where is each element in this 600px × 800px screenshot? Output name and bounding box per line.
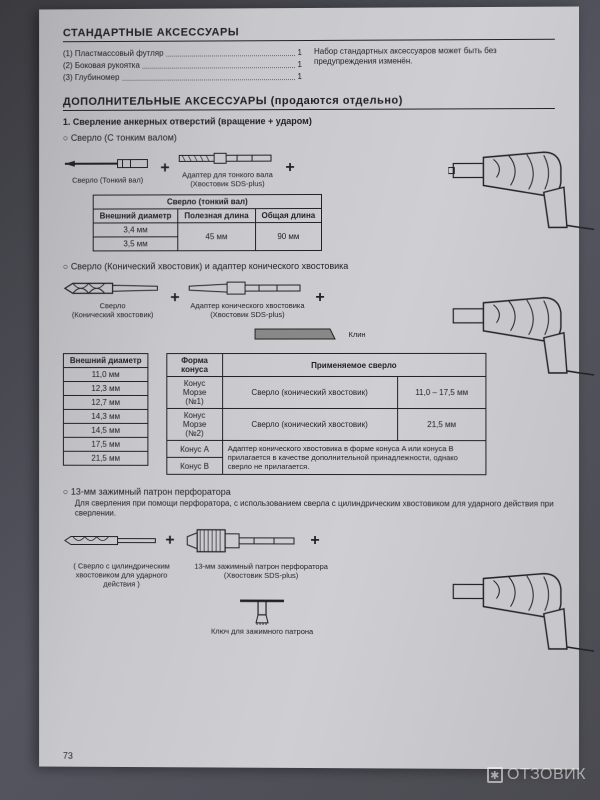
section-title-optional: ДОПОЛНИТЕЛЬНЫЕ АКСЕССУАРЫ (продаются отд… <box>63 94 555 111</box>
plus-icon: + <box>160 159 169 177</box>
table-cone-form: Форма конуса Применяемое сверло Конус Мо… <box>166 353 486 475</box>
chuck-illustration <box>183 526 303 556</box>
std-item: (1) Пластмассовый футляр <box>63 48 164 60</box>
page-number: 73 <box>63 751 73 761</box>
section-title-standard: СТАНДАРТНЫЕ АКСЕССУАРЫ <box>63 25 555 43</box>
standard-content: (1) Пластмассовый футляр1 (2) Боковая ру… <box>63 46 555 84</box>
plus-icon: + <box>170 289 179 307</box>
rotary-hammer-illustration <box>448 273 599 383</box>
watermark-logo-icon: ✱ <box>487 767 503 783</box>
plus-icon: + <box>285 159 294 177</box>
chuck-note: Для сверления при помощи перфоратора, с … <box>75 499 555 521</box>
drill-bit-thin-illustration: Сверло (Тонкий вал) <box>63 153 152 184</box>
std-item: (2) Боковая рукоятка <box>63 60 140 72</box>
taper-bit-illustration: Сверло (Конический хвостовик) <box>63 277 162 319</box>
cyl-bit-illustration <box>63 531 157 549</box>
adapter-icon <box>178 148 278 168</box>
plus-icon: + <box>310 532 319 550</box>
taper-adapter-illustration: Адаптер конического хвостовика (Хвостови… <box>188 277 308 319</box>
cyl-bit-icon <box>63 531 157 549</box>
chuck-icon <box>183 526 303 556</box>
plus-icon: + <box>315 289 324 307</box>
optional-heading-1: 1. Сверление анкерных отверстий (вращени… <box>63 115 555 127</box>
std-item: (3) Глубиномер <box>63 72 120 84</box>
watermark: ✱ ОТЗОВИК <box>487 766 586 784</box>
rotary-hammer-illustration <box>448 548 599 659</box>
taper-adapter-icon <box>188 277 308 299</box>
wedge-icon <box>251 325 341 343</box>
rotary-hammer-illustration <box>448 127 599 238</box>
plus-icon: + <box>165 531 174 549</box>
manual-page: СТАНДАРТНЫЕ АКСЕССУАРЫ (1) Пластмассовый… <box>39 7 579 770</box>
taper-bit-icon <box>63 277 162 299</box>
drill-bit-icon <box>63 153 152 173</box>
table-outer-diameter: Внешний диаметр 11,0 мм 12,3 мм 12,7 мм … <box>63 353 149 466</box>
chuck-key-row: Ключ для зажимного патрона <box>192 592 332 635</box>
chuck-key-icon <box>232 593 292 627</box>
adapter-thin-illustration: Адаптер для тонкого вала (Хвостовик SDS-… <box>178 148 278 188</box>
table-thin-shaft: Сверло (тонкий вал) Внешний диаметр Поле… <box>93 194 323 251</box>
standard-note: Набор стандартных аксессуаров может быть… <box>314 46 555 83</box>
bullet-taper: Сверло (Конический хвостовик) и адаптер … <box>63 261 555 272</box>
standard-list: (1) Пластмассовый футляр1 (2) Боковая ру… <box>63 47 302 84</box>
bullet-chuck: 13-мм зажимный патрон перфоратора <box>63 487 555 498</box>
